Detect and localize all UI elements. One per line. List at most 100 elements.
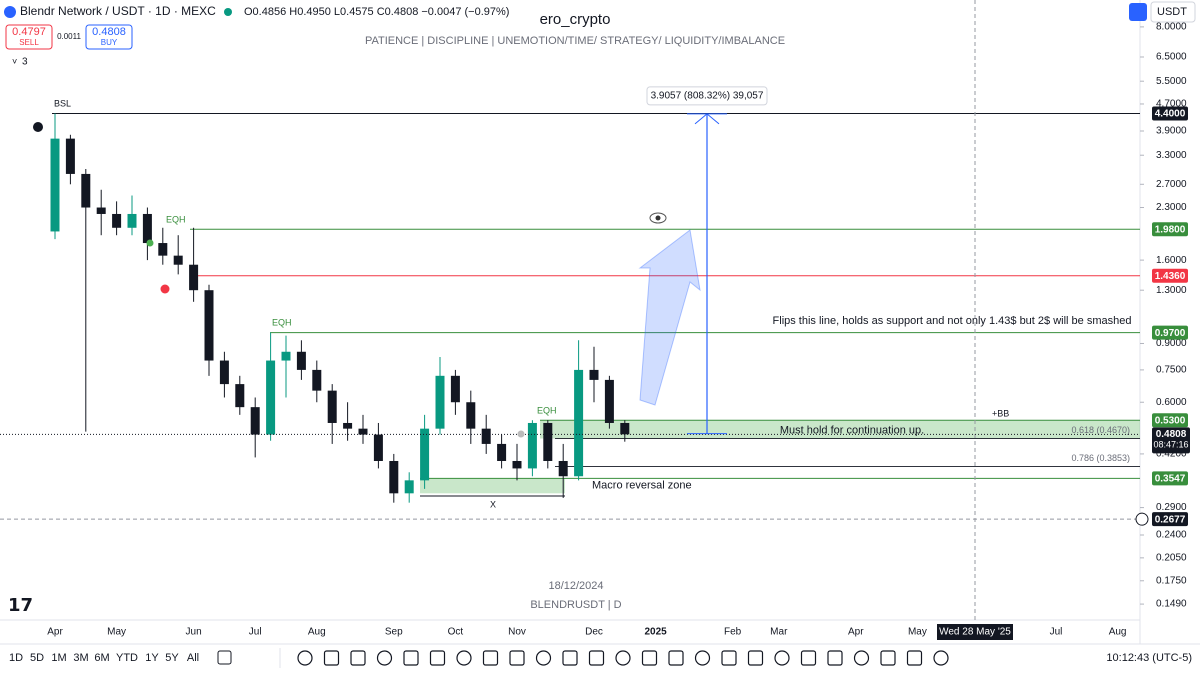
level-label: 0.5300 <box>1155 415 1186 426</box>
drawing-tool[interactable] <box>800 650 817 666</box>
candle-body <box>142 213 152 244</box>
crosshair-x-label: Wed 28 May '25 <box>939 627 1011 638</box>
candle-body <box>543 422 553 461</box>
range-button[interactable]: 5Y <box>165 652 179 664</box>
calendar-icon[interactable] <box>217 650 232 665</box>
current-price-box <box>1152 427 1190 454</box>
drawing-tool[interactable] <box>880 650 896 666</box>
indicators-toggle[interactable]: ˅ <box>12 56 17 66</box>
candle-body <box>358 428 368 435</box>
x-tick-label: 2025 <box>644 627 667 638</box>
indicators-count: 3 <box>22 57 28 68</box>
x-tick-label: Jul <box>249 627 262 638</box>
drawing-tool[interactable] <box>429 650 446 666</box>
level-label-box <box>1152 268 1188 283</box>
range-button[interactable]: 1Y <box>145 652 159 664</box>
drawing-tool[interactable] <box>403 650 419 666</box>
range-button[interactable]: 5D <box>30 652 44 664</box>
drawing-tool[interactable] <box>853 650 870 666</box>
drawing-tool[interactable] <box>615 650 631 666</box>
toolbar: 1D 5D 1M 3M 6M YTD 1Y 5Y All 10:12:43 (UTC-5) <box>9 648 1192 668</box>
x-tick-label: Jul <box>1050 627 1063 638</box>
drawing-tool[interactable] <box>933 650 949 666</box>
drawing-tool[interactable] <box>323 650 340 666</box>
symbol-icon <box>4 6 16 18</box>
sell-button[interactable] <box>5 24 53 50</box>
level-label: 4.4000 <box>1155 109 1186 120</box>
drawing-tool[interactable] <box>827 650 843 666</box>
drawing-tool[interactable] <box>376 650 393 666</box>
eqh-label: EQH <box>166 214 186 224</box>
buy-price: 0.4808 <box>92 26 126 38</box>
y-tick-label: 3.9000 <box>1156 126 1187 137</box>
drawing-tool[interactable] <box>721 650 737 666</box>
range-button[interactable]: 1D <box>9 652 23 664</box>
candle-body <box>219 360 229 385</box>
level-label: 1.9800 <box>1155 224 1186 235</box>
crosshair-y-label: 0.2677 <box>1155 514 1186 525</box>
eye-pupil <box>655 215 661 221</box>
drawing-tool[interactable] <box>509 650 525 666</box>
ohlc: O0.4856 H0.4950 L0.4575 C0.4808 −0.0047 … <box>244 6 509 18</box>
drawing-tool[interactable] <box>456 650 472 666</box>
candle-body <box>589 369 599 380</box>
range-button[interactable]: 6M <box>94 652 109 664</box>
range-button[interactable]: All <box>187 652 199 664</box>
x-tick-label: Jun <box>186 627 202 638</box>
x-label: X <box>490 499 496 509</box>
level-label: 0.9700 <box>1155 328 1186 339</box>
drawing-tool[interactable] <box>668 650 684 666</box>
level-label-box <box>1152 325 1188 340</box>
ticker-watermark: BLENDRUSDT | D <box>530 599 621 611</box>
x-tick-label: Nov <box>508 627 526 638</box>
x-tick-label: Apr <box>47 627 63 638</box>
currency-icon[interactable] <box>1129 3 1147 21</box>
candle-body <box>50 138 60 232</box>
candle-body <box>450 375 460 403</box>
candle-body <box>96 207 106 214</box>
candle-body <box>420 428 430 481</box>
level-label: 1.4360 <box>1155 271 1186 282</box>
range-button[interactable]: 1M <box>51 652 66 664</box>
candle-body <box>327 390 337 423</box>
candle-body <box>466 402 476 429</box>
drawing-tool[interactable] <box>694 650 711 666</box>
drawing-tool[interactable] <box>297 650 313 666</box>
drawing-tool[interactable] <box>535 650 552 666</box>
drawing-tool[interactable] <box>588 650 605 666</box>
x-tick-label: May <box>908 627 927 638</box>
level-label-box <box>1152 413 1188 428</box>
x-tick-label: Oct <box>448 627 464 638</box>
drawing-tool[interactable] <box>641 650 658 666</box>
x-tick-label: Apr <box>848 627 864 638</box>
flip-note: Flips this line, holds as support and no… <box>773 315 1132 327</box>
y-tick-label: 1.3000 <box>1156 285 1187 296</box>
currency-button[interactable] <box>1150 1 1196 23</box>
drawing-tool[interactable] <box>774 650 790 666</box>
projection-arrow <box>638 229 701 406</box>
level-label-box <box>1152 222 1188 237</box>
bsl-label: BSL <box>54 98 71 108</box>
sell-price: 0.4797 <box>12 26 46 38</box>
candle-body <box>65 138 75 174</box>
bb-label: +BB <box>992 408 1009 418</box>
drawing-tool[interactable] <box>482 650 499 666</box>
zone-label: Must hold for continuation up. <box>780 424 924 436</box>
drawing-tool[interactable] <box>562 650 578 666</box>
candle-body <box>266 360 276 435</box>
candle-body <box>558 460 568 477</box>
buy-button[interactable] <box>85 24 133 50</box>
date-watermark: 18/12/2024 <box>548 580 603 592</box>
drawing-tool[interactable] <box>906 650 923 666</box>
candle-body <box>235 384 245 408</box>
range-button[interactable]: YTD <box>116 652 138 664</box>
drawing-tool[interactable] <box>350 650 366 666</box>
candle-body <box>127 213 137 228</box>
range-button[interactable]: 3M <box>73 652 88 664</box>
level-label: 0.3547 <box>1155 474 1186 485</box>
x-tick-label: Sep <box>385 627 403 638</box>
x-tick-label: Aug <box>1109 627 1127 638</box>
drawing-tool[interactable] <box>747 650 764 666</box>
fib-label: 0.786 (0.3853) <box>1071 453 1130 463</box>
marker-icon <box>160 284 170 294</box>
